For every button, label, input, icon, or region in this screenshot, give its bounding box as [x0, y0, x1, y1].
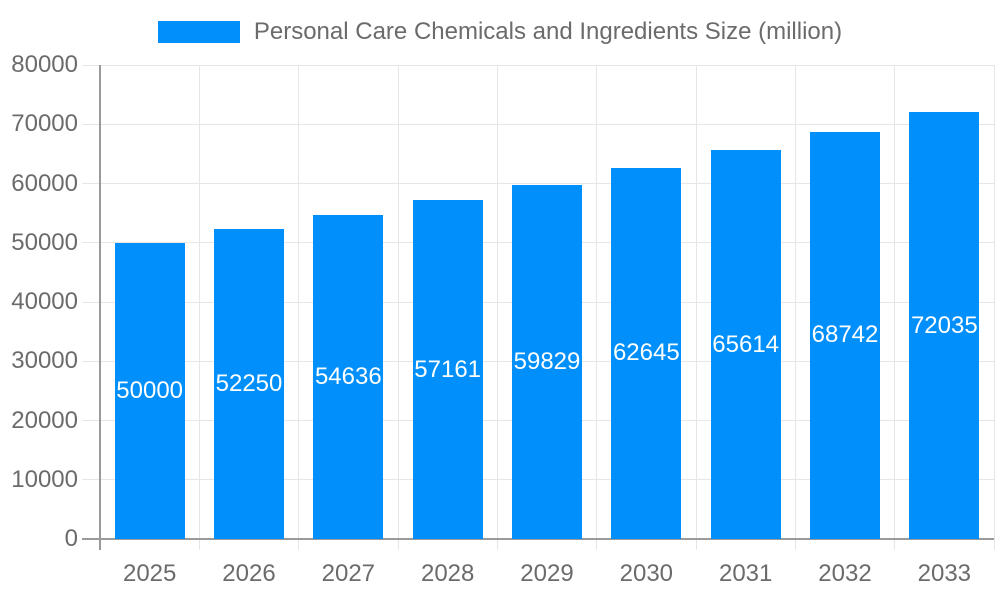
y-axis-label: 30000 — [11, 347, 78, 375]
y-axis-label: 70000 — [11, 110, 78, 138]
y-axis-label: 50000 — [11, 228, 78, 256]
bar[interactable] — [909, 112, 980, 539]
bar-value-label: 52250 — [215, 370, 283, 398]
bar[interactable] — [114, 242, 185, 539]
x-gridline — [993, 65, 995, 550]
x-gridline — [894, 65, 896, 550]
bar[interactable] — [810, 131, 880, 539]
bar-value-label: 57161 — [414, 355, 482, 383]
bar-value-label: 72035 — [910, 311, 978, 339]
bar-value-label: 50000 — [116, 376, 184, 404]
bar[interactable] — [611, 167, 682, 539]
y-gridline — [82, 123, 994, 125]
y-axis-label: 40000 — [11, 288, 78, 315]
x-gridline — [198, 65, 200, 550]
x-axis-label: 2026 — [222, 560, 276, 587]
bar[interactable] — [710, 150, 781, 539]
bar[interactable] — [512, 184, 582, 539]
x-axis-label: 2025 — [122, 560, 177, 587]
y-axis-line — [99, 65, 101, 550]
x-axis-label: 2027 — [321, 560, 376, 587]
y-axis-label: 20000 — [11, 406, 78, 434]
x-axis-label: 2032 — [818, 560, 872, 587]
bar-value-label: 54636 — [314, 363, 382, 391]
x-axis-label: 2028 — [420, 560, 475, 587]
y-axis-label: 80000 — [11, 51, 78, 78]
bar[interactable] — [412, 200, 483, 539]
x-axis-label: 2030 — [619, 560, 674, 587]
y-axis-label: 0 — [64, 525, 78, 552]
bar-value-label: 65614 — [712, 330, 780, 358]
x-axis-label: 2029 — [520, 560, 574, 587]
bar-value-label: 59829 — [513, 347, 581, 375]
chart-legend[interactable]: Personal Care Chemicals and Ingredients … — [0, 18, 1000, 46]
x-gridline — [596, 65, 598, 550]
bar-value-label: 68742 — [811, 321, 879, 349]
bar-value-label: 62645 — [612, 339, 680, 367]
x-gridline — [397, 65, 399, 550]
x-gridline — [794, 65, 796, 550]
bar[interactable] — [214, 229, 284, 539]
x-axis-label: 2031 — [718, 560, 773, 587]
bar[interactable] — [313, 215, 384, 539]
legend-swatch — [157, 21, 240, 43]
x-gridline — [298, 65, 300, 550]
y-axis-label: 60000 — [11, 169, 78, 197]
y-gridline — [82, 183, 994, 184]
x-gridline — [695, 65, 697, 550]
y-gridline — [82, 64, 994, 66]
legend-label: Personal Care Chemicals and Ingredients … — [253, 18, 843, 45]
x-gridline — [496, 65, 498, 550]
x-axis-line — [82, 538, 994, 540]
y-axis-label: 10000 — [11, 465, 78, 493]
x-axis-label: 2033 — [917, 560, 972, 587]
